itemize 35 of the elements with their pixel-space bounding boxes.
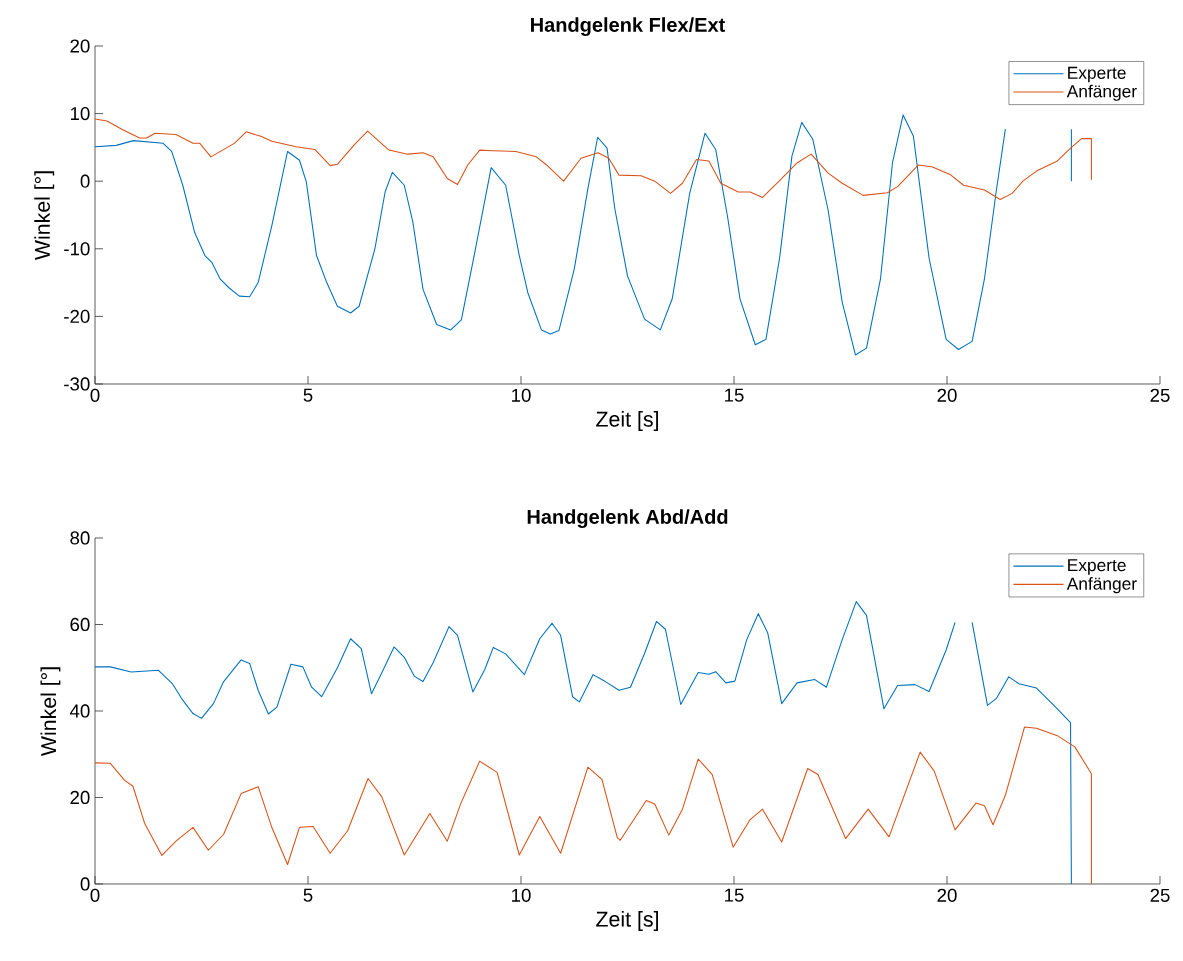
y-tick-label: 20 xyxy=(70,39,90,53)
y-tick-label: 60 xyxy=(70,617,90,632)
x-tick-label: 5 xyxy=(303,888,313,902)
x-tick-label: 10 xyxy=(512,388,531,402)
x-tick-label: 5 xyxy=(303,388,313,402)
x-axis-title: Zeit [s] xyxy=(596,411,658,431)
x-tick-label: 15 xyxy=(725,388,744,402)
chart-title: Handgelenk Flex/Ext xyxy=(531,17,726,36)
line-series xyxy=(95,118,1092,200)
y-tick-label: 20 xyxy=(70,790,90,805)
y-tick-label: -10 xyxy=(64,242,90,256)
y-tick-label: 10 xyxy=(70,106,90,121)
x-axis-title: Zeit [s] xyxy=(596,911,658,931)
legend-label: Anfänger xyxy=(1066,84,1137,101)
line-series xyxy=(95,726,1092,884)
x-tick-label: 20 xyxy=(937,888,957,902)
y-tick-label: 40 xyxy=(69,704,90,718)
legend-label: Experte xyxy=(1068,66,1126,83)
y-tick-label: 0 xyxy=(80,877,90,891)
y-axis-title: Winkel [°] xyxy=(34,171,55,261)
y-tick-label: -20 xyxy=(64,309,90,324)
x-tick-label: 10 xyxy=(512,888,531,902)
x-tick-label: 15 xyxy=(725,888,744,902)
legend-label: Experte xyxy=(1068,559,1126,575)
legend-label: Anfänger xyxy=(1066,577,1137,594)
x-tick-label: 0 xyxy=(90,388,100,402)
x-tick-label: 25 xyxy=(1150,388,1170,402)
y-tick-label: 0 xyxy=(80,174,90,188)
y-tick-label: -30 xyxy=(64,377,90,391)
chart-title: Handgelenk Abd/Add xyxy=(527,509,728,528)
x-tick-label: 20 xyxy=(937,388,957,402)
y-axis-title: Winkel [°] xyxy=(40,667,61,757)
x-tick-label: 0 xyxy=(90,888,100,902)
y-tick-label: 80 xyxy=(70,531,90,545)
x-tick-label: 25 xyxy=(1150,888,1170,902)
